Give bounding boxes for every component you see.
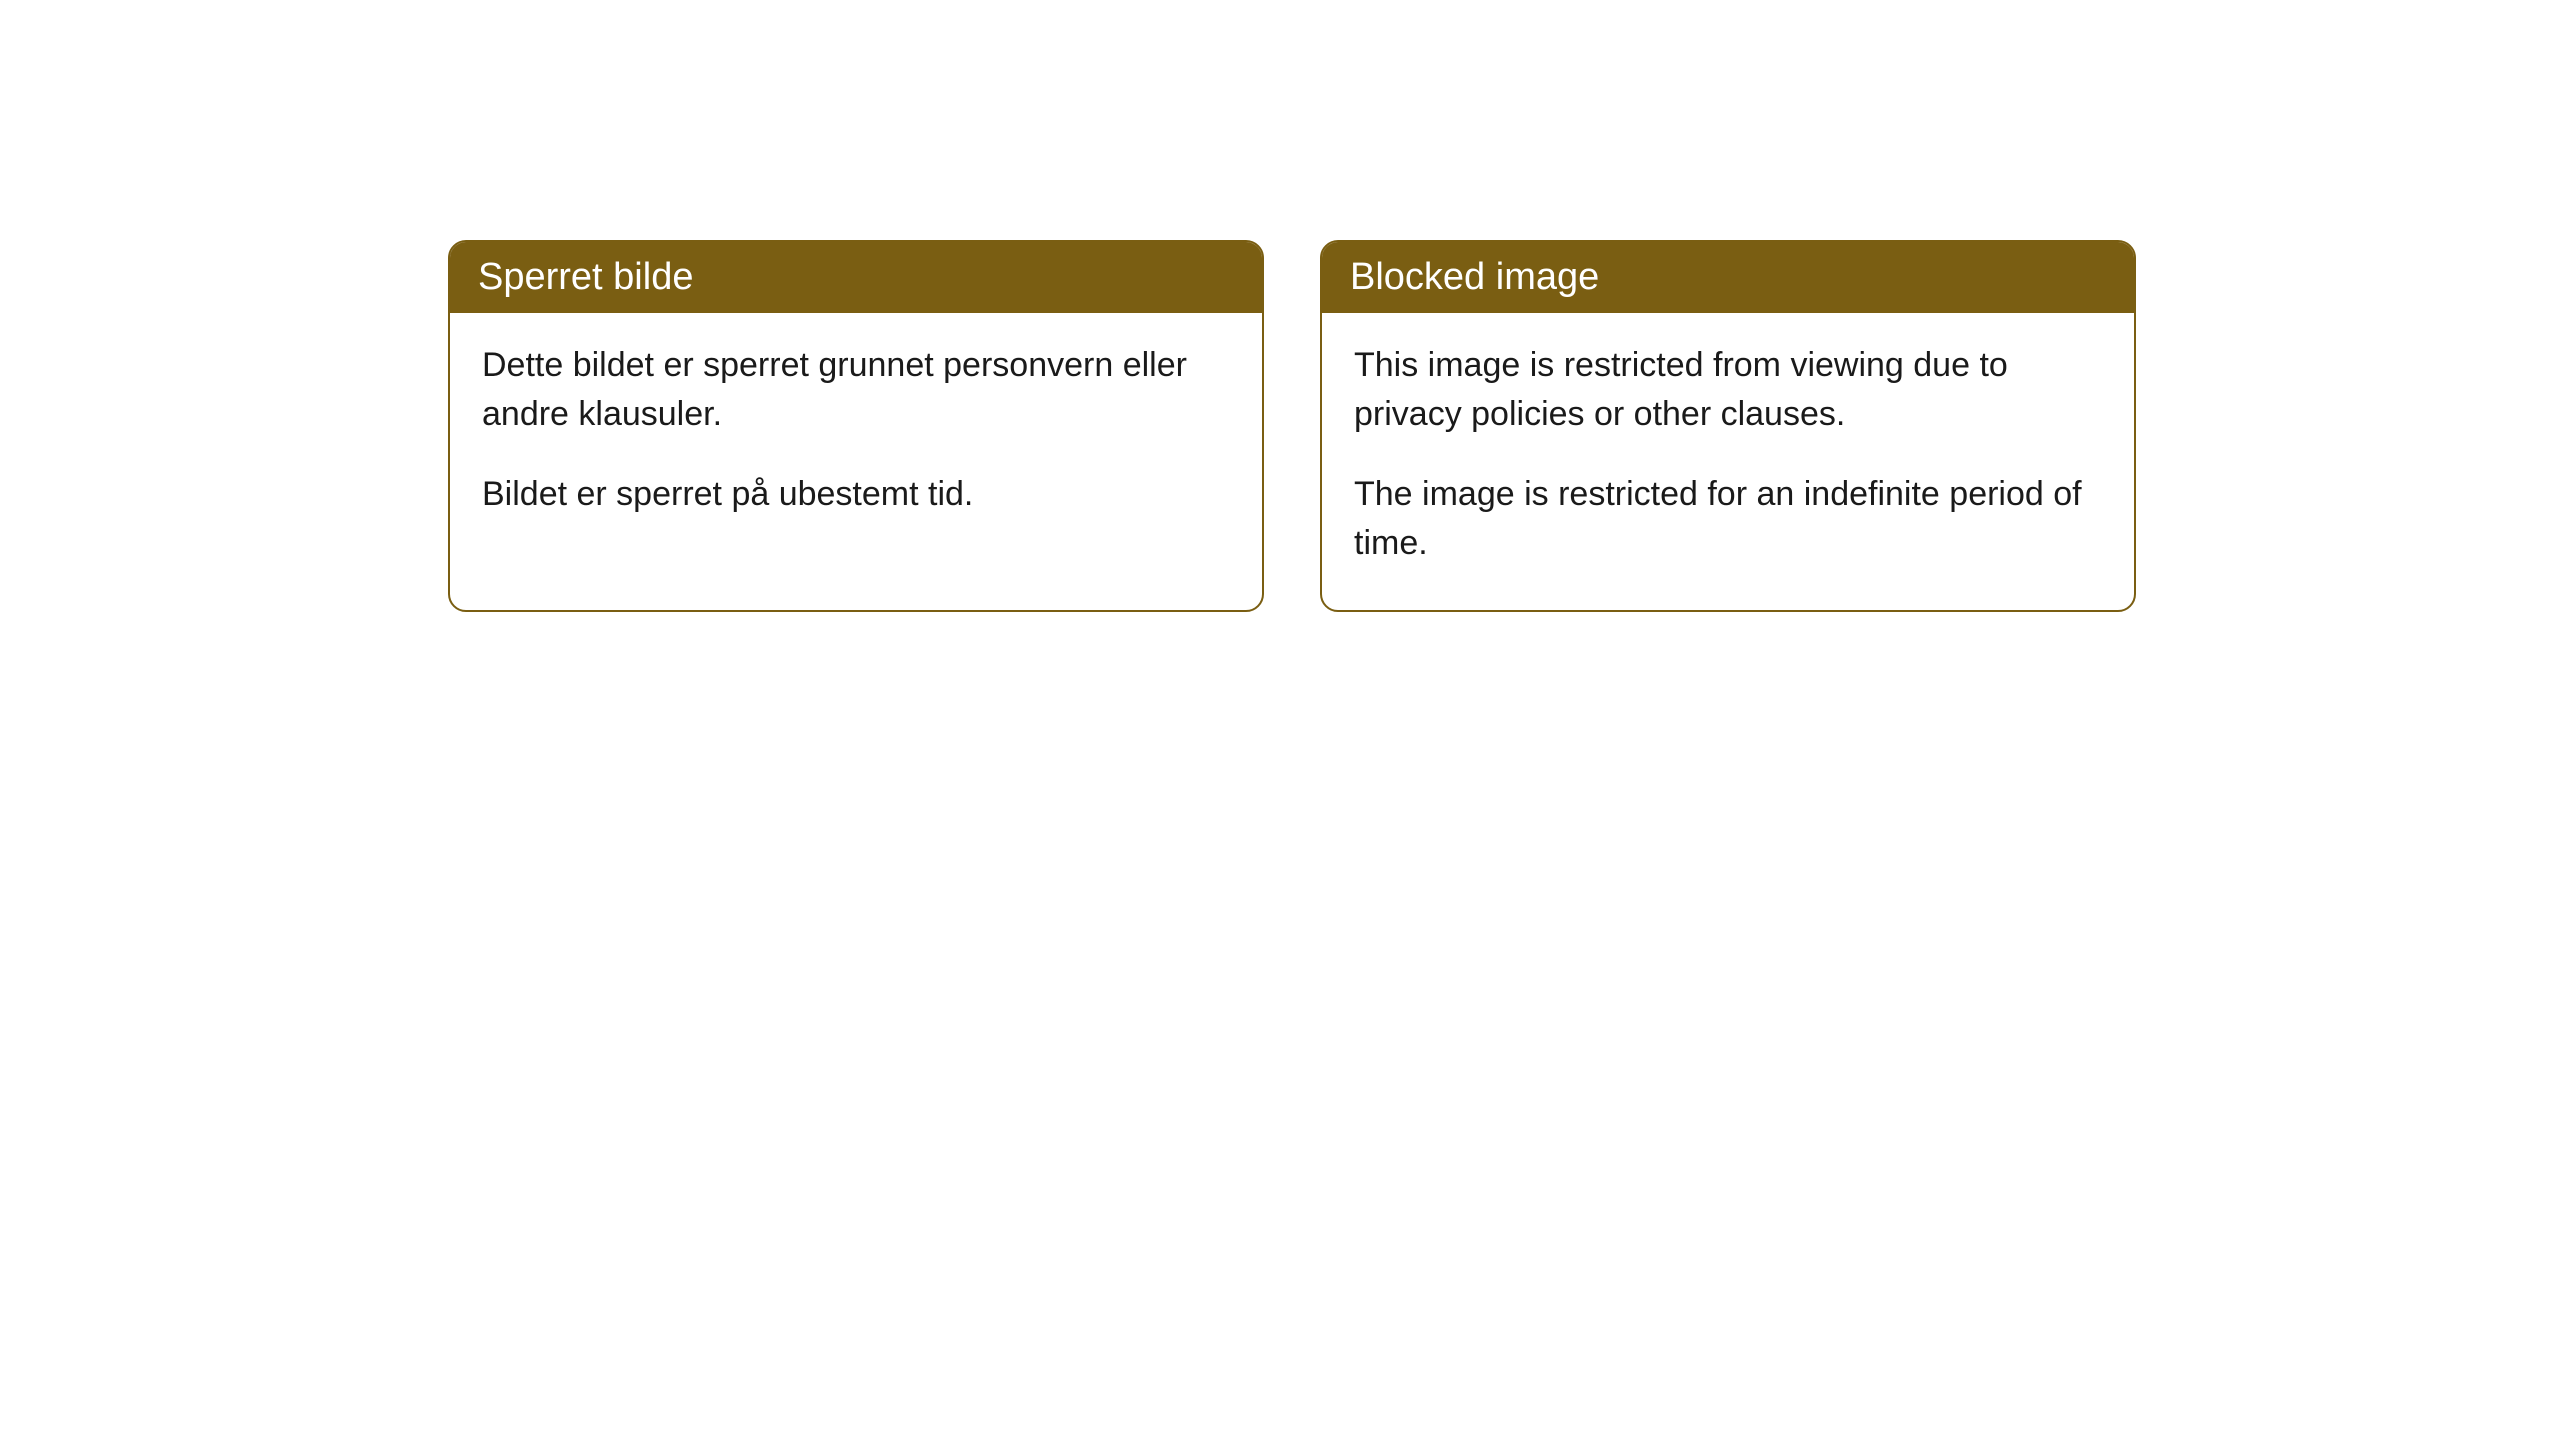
card-title: Sperret bilde [478, 256, 693, 298]
card-paragraph-2: The image is restricted for an indefinit… [1354, 470, 2102, 569]
notice-cards-container: Sperret bilde Dette bildet er sperret gr… [448, 240, 2136, 612]
card-paragraph-2: Bildet er sperret på ubestemt tid. [482, 470, 1230, 519]
card-title: Blocked image [1350, 256, 1599, 298]
blocked-image-card-english: Blocked image This image is restricted f… [1320, 240, 2136, 612]
card-header: Sperret bilde [450, 242, 1262, 313]
card-paragraph-1: This image is restricted from viewing du… [1354, 341, 2102, 440]
card-header: Blocked image [1322, 242, 2134, 313]
card-body: Dette bildet er sperret grunnet personve… [450, 313, 1262, 561]
blocked-image-card-norwegian: Sperret bilde Dette bildet er sperret gr… [448, 240, 1264, 612]
card-body: This image is restricted from viewing du… [1322, 313, 2134, 610]
card-paragraph-1: Dette bildet er sperret grunnet personve… [482, 341, 1230, 440]
